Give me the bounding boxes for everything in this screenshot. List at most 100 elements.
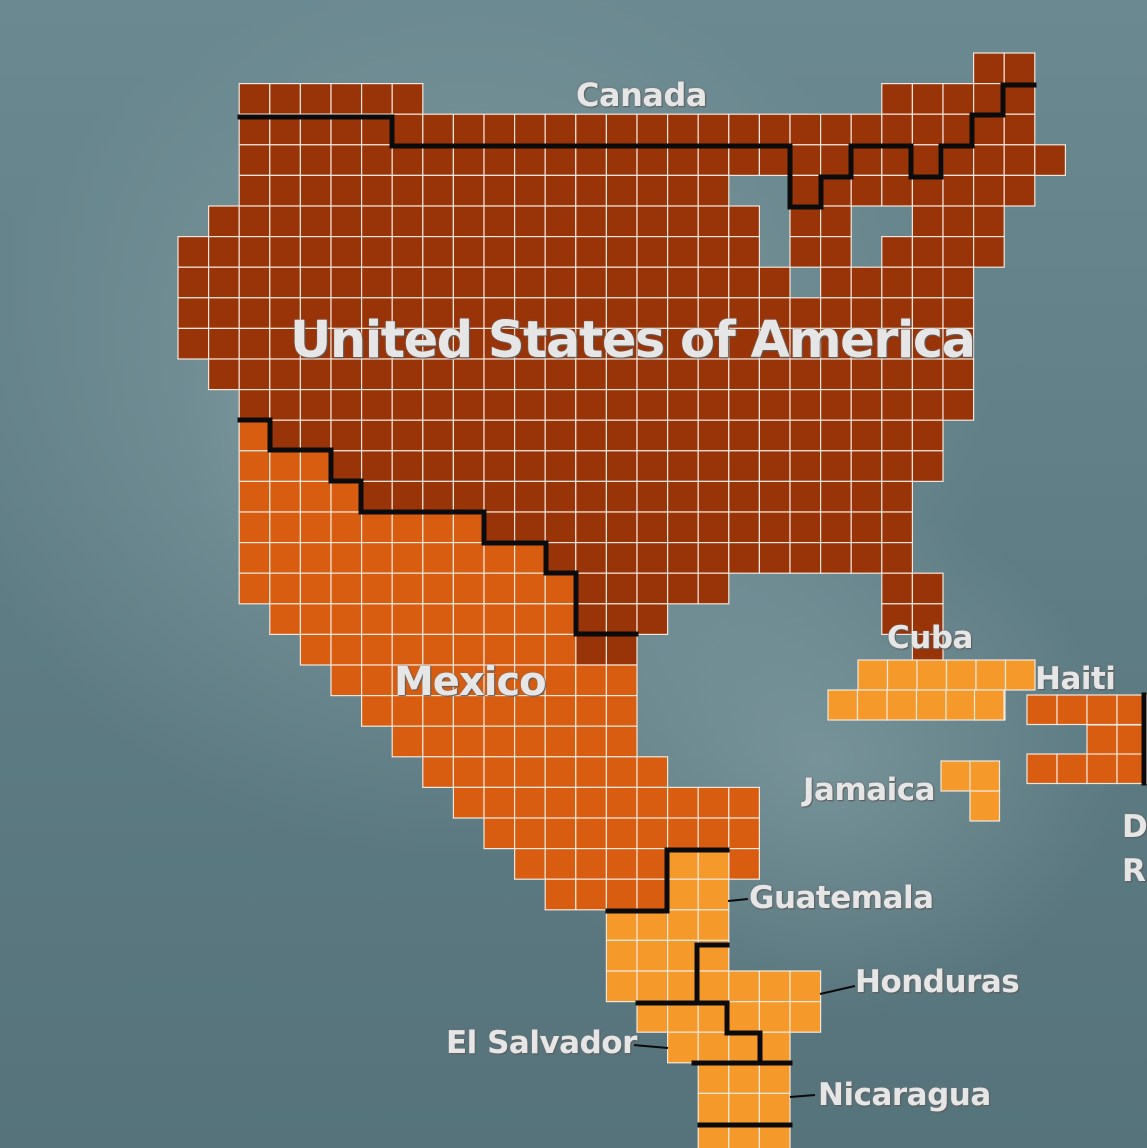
usa-tile [636,541,669,574]
central-america-tile [697,970,730,1003]
usa-tile [789,419,822,452]
usa-tile [911,82,944,115]
mexico-tile [330,572,363,605]
usa-tile [636,113,669,146]
mexico-tile [422,511,454,544]
usa-tile [728,541,760,574]
mexico-tile [330,633,363,666]
haiti-tile [1086,724,1118,756]
usa-tile [758,419,791,452]
label-usa: United States of America [290,311,976,370]
mexico-tile [513,725,546,758]
mexico-tile [575,786,607,819]
usa-tile [605,144,638,177]
mexico-tile [422,756,454,788]
usa-tile [269,205,301,238]
usa-tile [483,266,516,299]
usa-tile [330,266,363,299]
usa-tile [972,52,1005,85]
usa-tile [391,266,424,299]
cuba-tile [1004,659,1036,691]
usa-tile [452,419,485,452]
mexico-tile [391,603,424,635]
usa-tile [636,266,669,299]
usa-tile [544,236,577,268]
usa-tile [269,82,301,115]
mexico-tile [299,603,332,635]
usa-tile [881,572,913,605]
leader-el-salvador [633,1044,669,1049]
usa-tile [544,205,577,238]
usa-tile [636,389,669,421]
usa-tile [942,144,975,177]
usa-tile [636,419,669,452]
usa-tile [544,511,577,544]
haiti-tile [1026,694,1058,726]
usa-tile [422,174,454,207]
mexico-tile [391,664,424,697]
mexico-tile [697,786,730,819]
usa-tile [544,419,577,452]
usa-tile [238,144,271,177]
central-america-tile [666,939,699,972]
usa-tile [452,358,485,391]
mexico-tile [697,817,730,850]
usa-tile [850,480,883,513]
mexico-tile [483,603,516,635]
usa-tile [850,113,883,146]
mexico-tile [452,725,485,758]
cuba-tile [857,659,889,691]
usa-tile [575,572,607,605]
usa-tile [208,297,240,329]
usa-tile [391,205,424,238]
usa-tile [850,297,883,329]
usa-tile [391,358,424,391]
mexico-tile [330,541,363,574]
usa-tile [850,174,883,207]
usa-tile [728,480,760,513]
usa-tile [942,174,975,207]
usa-tile [269,389,301,421]
usa-tile [605,389,638,421]
central-america-tile [666,1031,699,1064]
usa-tile [452,144,485,177]
cuba-tile [886,659,918,691]
usa-tile [391,113,424,146]
usa-tile [208,266,240,299]
usa-tile [391,236,424,268]
usa-tile [238,266,271,299]
central-america-tile [605,909,638,941]
usa-tile [269,297,301,329]
usa-tile [728,266,760,299]
usa-tile [636,144,669,177]
central-america-tile [728,1031,760,1064]
central-america-tile [728,1092,760,1125]
mexico-tile [605,878,638,911]
usa-tile [330,144,363,177]
mexico-tile [361,694,393,727]
usa-tile [452,236,485,268]
mexico-tile [422,572,454,605]
usa-tile [666,419,699,452]
usa-tile [666,236,699,268]
usa-tile [1034,144,1067,177]
central-america-tile [636,909,669,941]
central-america-tile [666,970,699,1003]
usa-tile [636,205,669,238]
usa-tile [299,327,332,360]
usa-tile [697,572,730,605]
usa-tile [911,419,944,452]
mexico-tile [238,450,271,482]
usa-tile [942,266,975,299]
usa-tile [697,236,730,268]
usa-tile [942,389,975,421]
mexico-tile [330,603,363,635]
usa-tile [575,113,607,146]
usa-tile [789,389,822,421]
label-jamaica: Jamaica [803,772,936,808]
usa-tile [666,480,699,513]
cuba-tile [827,689,859,721]
usa-tile [513,144,546,177]
mexico-tile [238,541,271,574]
usa-tile [881,174,913,207]
